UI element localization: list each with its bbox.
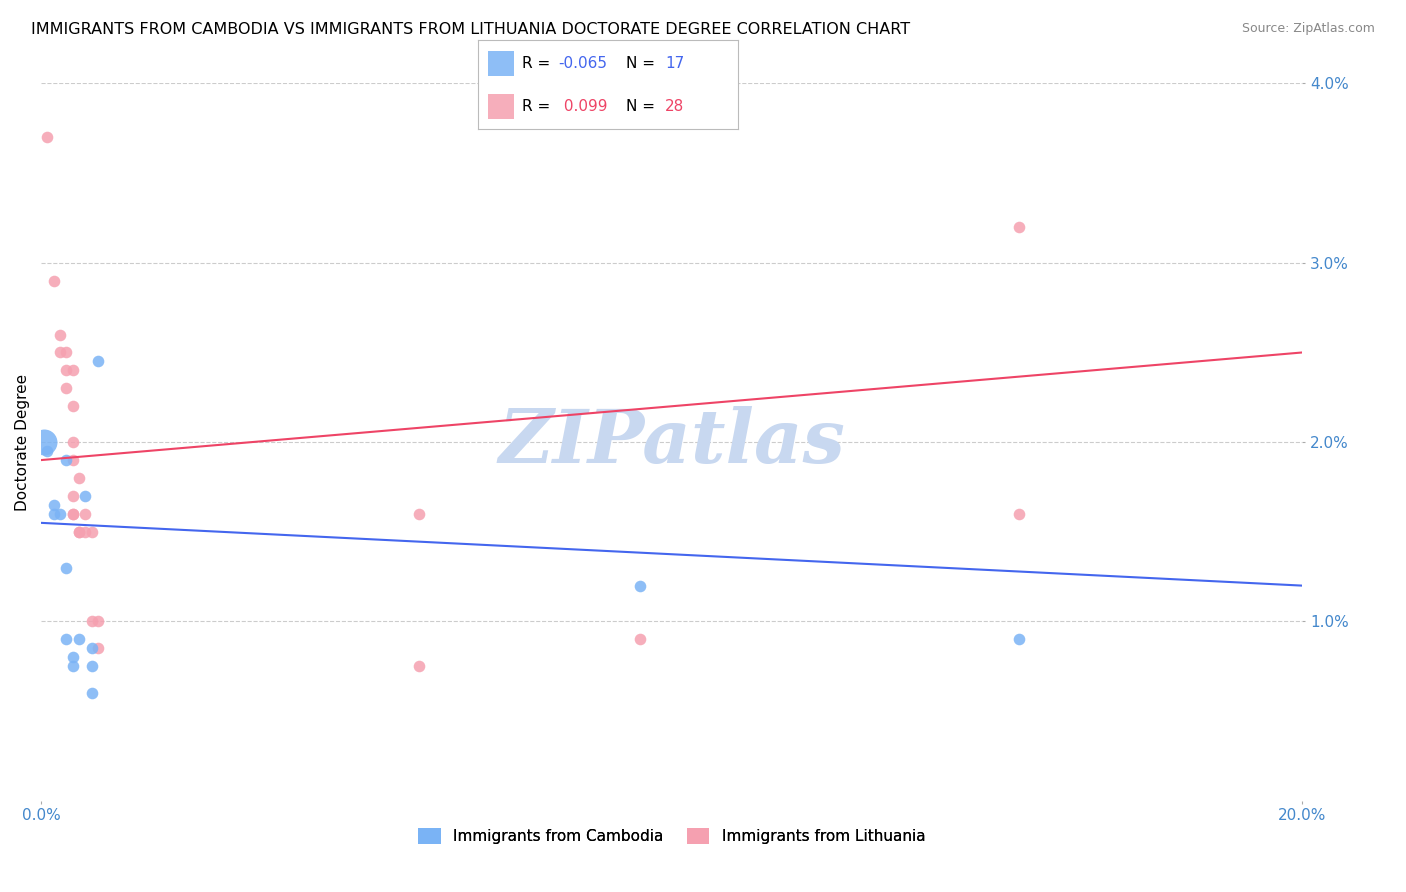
Point xyxy=(67,471,90,485)
Point xyxy=(62,363,84,377)
Point xyxy=(87,641,110,656)
Text: 0.099: 0.099 xyxy=(558,99,607,113)
Point xyxy=(75,524,97,539)
Point xyxy=(75,489,97,503)
Point xyxy=(55,560,77,574)
Point xyxy=(42,274,65,288)
Point xyxy=(408,507,430,521)
Text: 28: 28 xyxy=(665,99,685,113)
Point xyxy=(62,507,84,521)
Bar xyxy=(488,94,515,119)
Point xyxy=(37,130,59,145)
Point xyxy=(62,659,84,673)
Point xyxy=(62,435,84,450)
Point xyxy=(1007,507,1029,521)
Point xyxy=(49,327,72,342)
Point xyxy=(49,507,72,521)
Point xyxy=(62,650,84,665)
Point xyxy=(80,641,103,656)
Text: Source: ZipAtlas.com: Source: ZipAtlas.com xyxy=(1241,22,1375,36)
Point xyxy=(62,453,84,467)
Text: R =: R = xyxy=(522,56,555,70)
Point xyxy=(80,686,103,700)
Point xyxy=(49,345,72,359)
Bar xyxy=(488,51,515,76)
Point xyxy=(80,615,103,629)
Point xyxy=(55,632,77,647)
Y-axis label: Doctorate Degree: Doctorate Degree xyxy=(15,374,30,511)
Point xyxy=(67,524,90,539)
Text: ZIPatlas: ZIPatlas xyxy=(498,406,845,478)
Point xyxy=(80,524,103,539)
Point xyxy=(62,507,84,521)
Point xyxy=(37,444,59,458)
Point xyxy=(32,435,55,450)
Text: N =: N = xyxy=(626,56,661,70)
Text: IMMIGRANTS FROM CAMBODIA VS IMMIGRANTS FROM LITHUANIA DOCTORATE DEGREE CORRELATI: IMMIGRANTS FROM CAMBODIA VS IMMIGRANTS F… xyxy=(31,22,910,37)
Point xyxy=(87,354,110,368)
Point xyxy=(628,632,651,647)
Point xyxy=(1007,219,1029,234)
Text: N =: N = xyxy=(626,99,661,113)
Point xyxy=(67,632,90,647)
Point xyxy=(87,615,110,629)
Point xyxy=(75,507,97,521)
Point xyxy=(62,399,84,413)
Point xyxy=(55,381,77,395)
Text: R =: R = xyxy=(522,99,555,113)
Point xyxy=(55,345,77,359)
Point xyxy=(55,363,77,377)
Point xyxy=(62,489,84,503)
Point xyxy=(42,498,65,512)
Text: 17: 17 xyxy=(665,56,685,70)
Point xyxy=(67,524,90,539)
Point xyxy=(1007,632,1029,647)
Point xyxy=(408,659,430,673)
Legend: Immigrants from Cambodia, Immigrants from Lithuania: Immigrants from Cambodia, Immigrants fro… xyxy=(412,822,931,851)
Point xyxy=(42,507,65,521)
Point xyxy=(80,659,103,673)
Text: -0.065: -0.065 xyxy=(558,56,607,70)
Point xyxy=(628,579,651,593)
Point xyxy=(55,453,77,467)
